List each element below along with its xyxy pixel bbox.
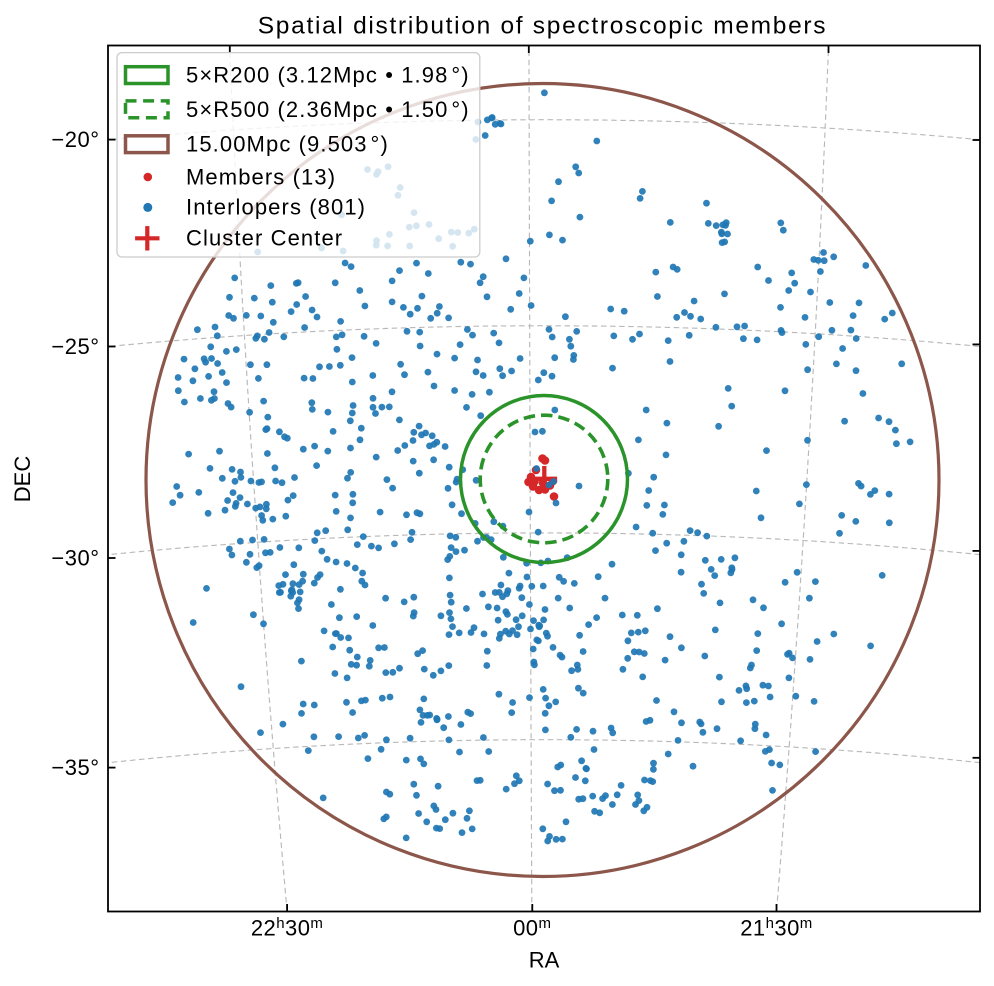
svg-text:−25°: −25°: [51, 334, 99, 359]
svg-text:15.00Mpc (9.503 °): 15.00Mpc (9.503 °): [186, 132, 389, 157]
svg-text:5×R200 (3.12Mpc • 1.98 °): 5×R200 (3.12Mpc • 1.98 °): [186, 63, 470, 88]
svg-text:Spatial distribution of spectr: Spatial distribution of spectroscopic me…: [258, 13, 827, 40]
svg-text:5×R500 (2.36Mpc • 1.50 °): 5×R500 (2.36Mpc • 1.50 °): [186, 97, 470, 122]
svg-text:Cluster Center: Cluster Center: [186, 226, 343, 251]
svg-text:21h30m: 21h30m: [740, 915, 813, 941]
svg-text:00m: 00m: [513, 915, 551, 941]
svg-text:−20°: −20°: [51, 127, 99, 152]
svg-text:Members (13): Members (13): [186, 164, 336, 189]
svg-text:−30°: −30°: [51, 545, 99, 570]
svg-text:DEC: DEC: [10, 456, 35, 503]
svg-text:RA: RA: [529, 948, 560, 973]
svg-text:22h30m: 22h30m: [251, 915, 324, 941]
svg-text:−35°: −35°: [51, 755, 99, 780]
svg-text:Interlopers (801): Interlopers (801): [186, 195, 366, 220]
